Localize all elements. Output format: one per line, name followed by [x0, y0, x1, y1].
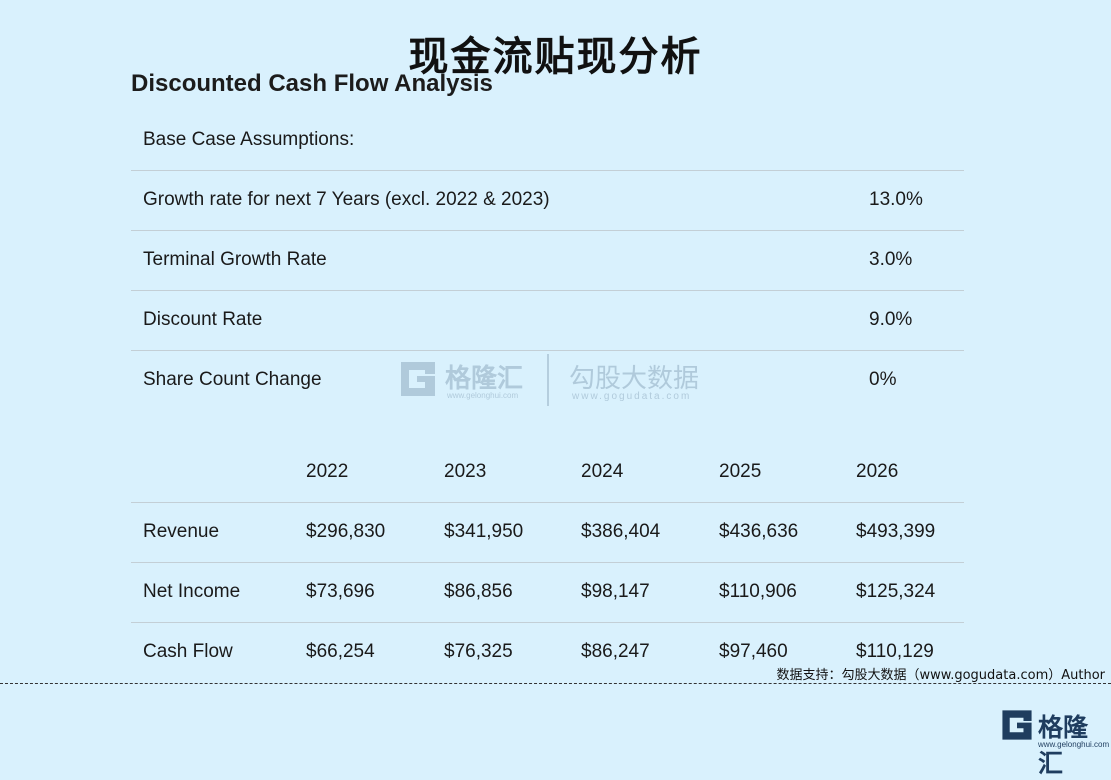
assumption-value: 13.0% [869, 189, 923, 210]
year-header: 2024 [581, 461, 624, 482]
assumptions-header: Base Case Assumptions: [143, 129, 355, 150]
table-cell: $110,129 [856, 641, 934, 662]
table-cell: $436,636 [719, 521, 799, 542]
table-cell: $493,399 [856, 521, 936, 542]
assumption-label: Discount Rate [143, 309, 263, 330]
watermark-partner: 勾股大数据 [569, 364, 700, 394]
section-title: Discounted Cash Flow Analysis [131, 70, 493, 97]
table-row: Net Income $73,696 $86,856 $98,147 $110,… [131, 563, 964, 623]
page-title: 现金流贴现分析 [408, 34, 703, 80]
gelonghui-logo-icon [1002, 710, 1032, 740]
year-header: 2022 [306, 461, 349, 482]
table-cell: $86,856 [444, 581, 513, 602]
financials-table: 2022 2023 2024 2025 2026 Revenue $296,83… [131, 443, 964, 682]
row-label: Net Income [143, 581, 241, 602]
table-cell: $296,830 [306, 521, 386, 542]
assumption-value: 0% [869, 369, 897, 390]
dotted-divider [0, 683, 1111, 684]
watermark-partner-url: www.gogudata.com [572, 391, 692, 402]
assumption-label: Terminal Growth Rate [143, 249, 327, 270]
table-cell: $73,696 [306, 581, 375, 602]
assumption-row: Discount Rate 9.0% [131, 291, 964, 351]
row-label: Revenue [143, 521, 220, 542]
table-cell: $110,906 [719, 581, 797, 602]
gelonghui-logo-icon [401, 362, 435, 396]
table-cell: $341,950 [444, 521, 524, 542]
corner-logo-url: www.gelonghui.com [1038, 740, 1110, 749]
table-cell: $386,404 [581, 521, 661, 542]
table-cell: $97,460 [719, 641, 788, 662]
watermark-brand: 格隆汇 [445, 364, 524, 394]
assumption-value: 3.0% [869, 249, 913, 270]
year-header: 2023 [444, 461, 487, 482]
table-cell: $98,147 [581, 581, 650, 602]
watermark: 格隆汇 www.gelonghui.com 勾股大数据 www.gogudata… [397, 352, 717, 408]
financials-header-row: 2022 2023 2024 2025 2026 [131, 443, 964, 503]
source-note: 数据支持：勾股大数据（www.gogudata.com）Author [776, 668, 1105, 683]
assumption-row: Terminal Growth Rate 3.0% [131, 231, 964, 291]
assumption-row: Growth rate for next 7 Years (excl. 2022… [131, 171, 964, 231]
corner-logo: 格隆汇 www.gelonghui.com [1000, 706, 1110, 778]
row-label: Cash Flow [143, 641, 233, 662]
year-header: 2026 [856, 461, 899, 482]
watermark-divider [547, 354, 549, 406]
assumptions-header-row: Base Case Assumptions: [131, 111, 964, 171]
assumptions-table: Base Case Assumptions: Growth rate for n… [131, 111, 964, 410]
table-row: Cash Flow $66,254 $76,325 $86,247 $97,46… [131, 623, 964, 682]
table-cell: $76,325 [444, 641, 513, 662]
table-cell: $86,247 [581, 641, 650, 662]
watermark-brand-url: www.gelonghui.com [447, 391, 519, 400]
table-row: Revenue $296,830 $341,950 $386,404 $436,… [131, 503, 964, 563]
table-cell: $66,254 [306, 641, 375, 662]
table-cell: $125,324 [856, 581, 936, 602]
assumption-label: Share Count Change [143, 369, 322, 390]
year-header: 2025 [719, 461, 762, 482]
assumption-value: 9.0% [869, 309, 913, 330]
assumption-row: Share Count Change 0% [131, 351, 964, 410]
assumption-label: Growth rate for next 7 Years (excl. 2022… [143, 189, 550, 210]
